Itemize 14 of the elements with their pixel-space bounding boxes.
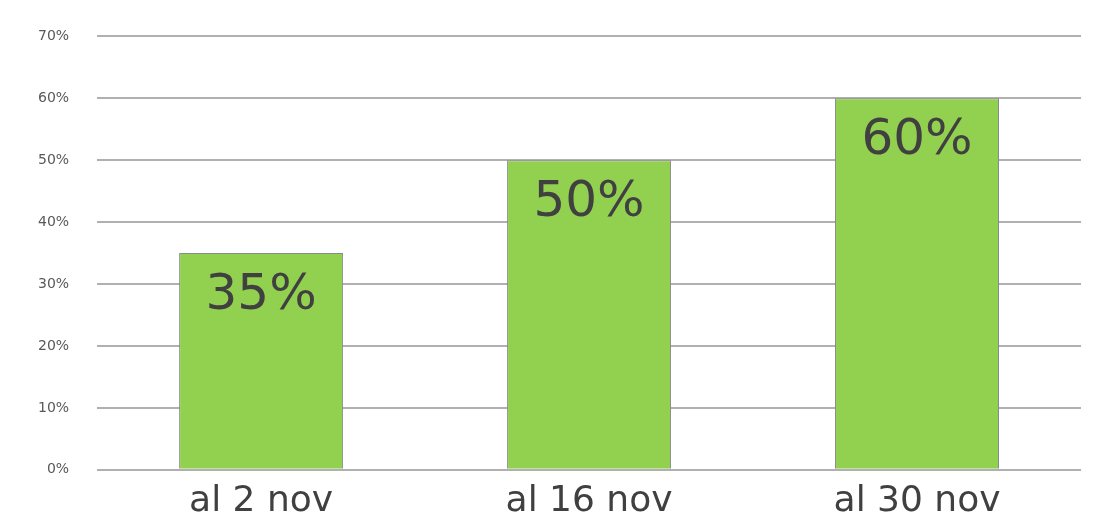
x-tick-label: al 16 nov: [505, 477, 673, 519]
y-tick-label: 70%: [37, 27, 70, 44]
data-label: 50%: [533, 170, 645, 229]
y-tick-label: 0%: [46, 460, 70, 477]
y-tick-label: 20%: [37, 336, 70, 353]
data-label: 60%: [861, 108, 973, 167]
y-tick-label: 40%: [37, 212, 70, 229]
y-tick-label: 50%: [37, 150, 70, 167]
y-tick-label: 60%: [37, 88, 70, 105]
y-tick-label: 10%: [37, 398, 70, 415]
y-tick-label: 30%: [37, 274, 70, 291]
data-label: 35%: [205, 263, 317, 322]
x-tick-label: al 2 nov: [189, 477, 334, 519]
x-tick-label: al 30 nov: [833, 477, 1001, 519]
